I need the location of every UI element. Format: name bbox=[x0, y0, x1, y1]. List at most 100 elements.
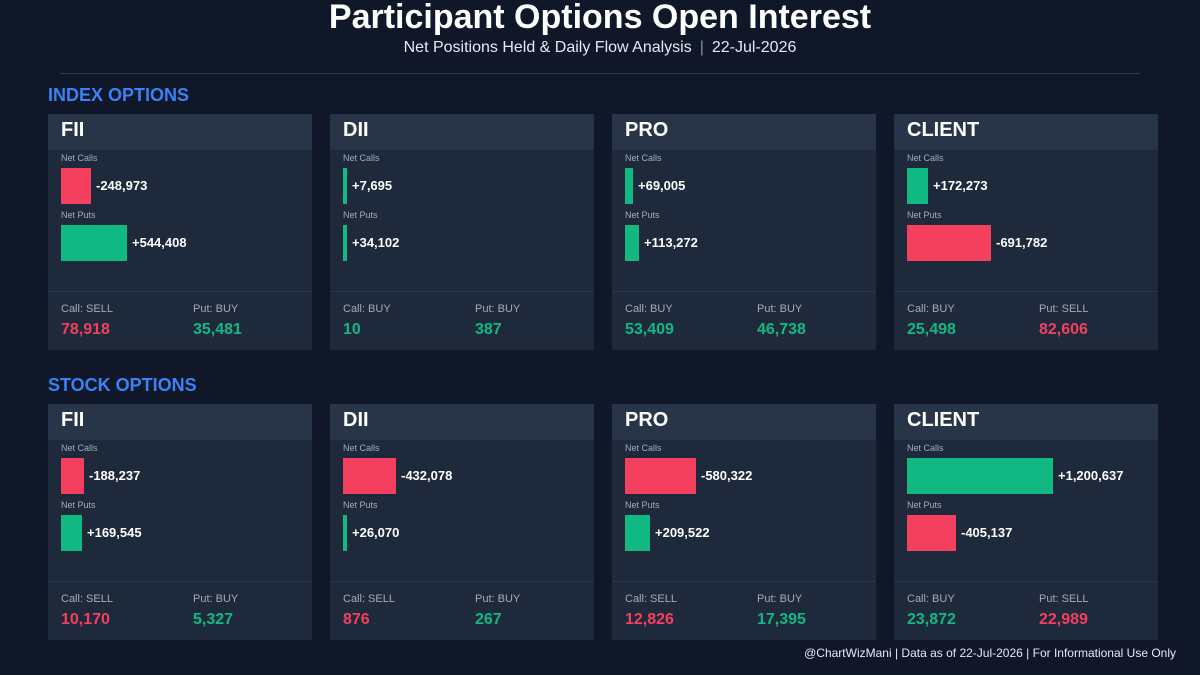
participant-card-pro: PRO Net Calls -580,322 Net Puts +209,522 Call… bbox=[612, 404, 876, 640]
call-flow-label: Call: BUY bbox=[625, 303, 673, 315]
put-flow-label: Put: BUY bbox=[193, 303, 239, 315]
net-calls-value: +69,005 bbox=[638, 178, 686, 193]
subtitle-description: Net Positions Held & Daily Flow Analysis bbox=[403, 39, 692, 56]
net-calls-label: Net Calls bbox=[907, 443, 944, 453]
call-flow-value: 23,872 bbox=[907, 611, 956, 628]
put-flow-value: 35,481 bbox=[193, 321, 242, 338]
net-calls-value: +172,273 bbox=[933, 178, 988, 193]
card-divider bbox=[48, 291, 312, 292]
net-puts-label: Net Puts bbox=[343, 500, 378, 510]
net-puts-bar bbox=[343, 515, 347, 551]
net-puts-bar bbox=[907, 515, 956, 551]
participant-card-dii: DII Net Calls -432,078 Net Puts +26,070 Call:… bbox=[330, 404, 594, 640]
net-puts-bar bbox=[625, 515, 650, 551]
put-flow-label: Put: BUY bbox=[757, 303, 803, 315]
card-divider bbox=[330, 291, 594, 292]
net-puts-label: Net Puts bbox=[907, 500, 942, 510]
subtitle-separator: | bbox=[699, 39, 704, 56]
put-flow-label: Put: BUY bbox=[757, 593, 803, 605]
participant-name: CLIENT bbox=[907, 119, 980, 141]
net-calls-label: Net Calls bbox=[625, 153, 662, 163]
card-header: FII bbox=[48, 114, 312, 150]
card-divider bbox=[48, 581, 312, 582]
net-calls-bar bbox=[343, 168, 347, 204]
net-calls-bar bbox=[61, 458, 84, 494]
section-title: INDEX OPTIONS bbox=[48, 85, 190, 105]
net-puts-label: Net Puts bbox=[343, 210, 378, 220]
put-flow-value: 267 bbox=[475, 611, 502, 628]
net-puts-value: +113,272 bbox=[644, 235, 698, 250]
net-calls-bar bbox=[907, 458, 1053, 494]
put-flow-value: 46,738 bbox=[757, 321, 806, 338]
header-divider bbox=[60, 73, 1140, 74]
page-subtitle: Net Positions Held & Daily Flow Analysis… bbox=[0, 39, 1200, 57]
participant-name: DII bbox=[343, 409, 369, 431]
participant-name: PRO bbox=[625, 119, 669, 141]
participant-card-client: CLIENT Net Calls +1,200,637 Net Puts -405,13… bbox=[894, 404, 1158, 640]
participant-card-client: CLIENT Net Calls +172,273 Net Puts -691,782 C… bbox=[894, 114, 1158, 350]
net-calls-value: -188,237 bbox=[89, 468, 141, 483]
call-flow-label: Call: SELL bbox=[625, 593, 677, 605]
card-header: PRO bbox=[612, 114, 876, 150]
call-flow-value: 876 bbox=[343, 611, 370, 628]
call-flow-label: Call: SELL bbox=[61, 593, 113, 605]
put-flow-label: Put: BUY bbox=[475, 303, 521, 315]
put-flow-value: 22,989 bbox=[1039, 611, 1088, 628]
put-flow-value: 17,395 bbox=[757, 611, 806, 628]
participant-name: CLIENT bbox=[907, 409, 980, 431]
net-puts-label: Net Puts bbox=[907, 210, 942, 220]
subtitle-date: 22-Jul-2026 bbox=[711, 39, 797, 56]
participant-name: PRO bbox=[625, 409, 669, 431]
net-calls-value: +1,200,637 bbox=[1058, 468, 1124, 483]
call-flow-label: Call: BUY bbox=[907, 593, 955, 605]
net-calls-bar bbox=[625, 458, 696, 494]
call-flow-value: 25,498 bbox=[907, 321, 956, 338]
net-puts-value: +169,545 bbox=[87, 525, 142, 540]
section-title: STOCK OPTIONS bbox=[48, 375, 197, 395]
net-puts-bar bbox=[61, 515, 82, 551]
call-flow-value: 10,170 bbox=[61, 611, 110, 628]
participant-card-fii: FII Net Calls -248,973 Net Puts +544,408 Call… bbox=[48, 114, 312, 350]
net-puts-bar bbox=[61, 225, 127, 261]
card-divider bbox=[894, 581, 1158, 582]
card-header: DII bbox=[330, 114, 594, 150]
net-puts-value: +26,070 bbox=[352, 525, 400, 540]
net-calls-label: Net Calls bbox=[61, 153, 98, 163]
put-flow-label: Put: BUY bbox=[475, 593, 521, 605]
participant-card-fii: FII Net Calls -188,237 Net Puts +169,545 Call… bbox=[48, 404, 312, 640]
participant-card-pro: PRO Net Calls +69,005 Net Puts +113,272 Call:… bbox=[612, 114, 876, 350]
footer-credit: @ChartWizMani | Data as of 22-Jul-2026 |… bbox=[804, 646, 1176, 660]
card-header: PRO bbox=[612, 404, 876, 440]
participant-name: FII bbox=[61, 409, 85, 431]
card-header: CLIENT bbox=[894, 404, 1158, 440]
net-calls-bar bbox=[343, 458, 396, 494]
page-title: Participant Options Open Interest bbox=[328, 0, 872, 36]
net-calls-bar bbox=[907, 168, 928, 204]
participant-name: FII bbox=[61, 119, 85, 141]
call-flow-value: 78,918 bbox=[61, 321, 110, 338]
net-calls-label: Net Calls bbox=[625, 443, 662, 453]
call-flow-value: 10 bbox=[343, 321, 361, 338]
net-puts-label: Net Puts bbox=[61, 500, 96, 510]
net-calls-label: Net Calls bbox=[343, 153, 380, 163]
net-puts-bar bbox=[625, 225, 639, 261]
call-flow-label: Call: SELL bbox=[61, 303, 113, 315]
put-flow-label: Put: SELL bbox=[1039, 593, 1089, 605]
participant-card-dii: DII Net Calls +7,695 Net Puts +34,102 Call: B… bbox=[330, 114, 594, 350]
net-puts-bar bbox=[343, 225, 347, 261]
card-header: FII bbox=[48, 404, 312, 440]
net-calls-value: -432,078 bbox=[401, 468, 453, 483]
net-puts-value: -405,137 bbox=[961, 525, 1013, 540]
net-puts-value: -691,782 bbox=[996, 235, 1048, 250]
net-puts-bar bbox=[907, 225, 991, 261]
participant-name: DII bbox=[343, 119, 369, 141]
net-puts-label: Net Puts bbox=[61, 210, 96, 220]
card-divider bbox=[330, 581, 594, 582]
net-calls-bar bbox=[625, 168, 633, 204]
net-puts-value: +34,102 bbox=[352, 235, 400, 250]
card-header: DII bbox=[330, 404, 594, 440]
net-calls-value: -580,322 bbox=[701, 468, 753, 483]
call-flow-value: 53,409 bbox=[625, 321, 674, 338]
net-calls-bar bbox=[61, 168, 91, 204]
card-divider bbox=[612, 581, 876, 582]
